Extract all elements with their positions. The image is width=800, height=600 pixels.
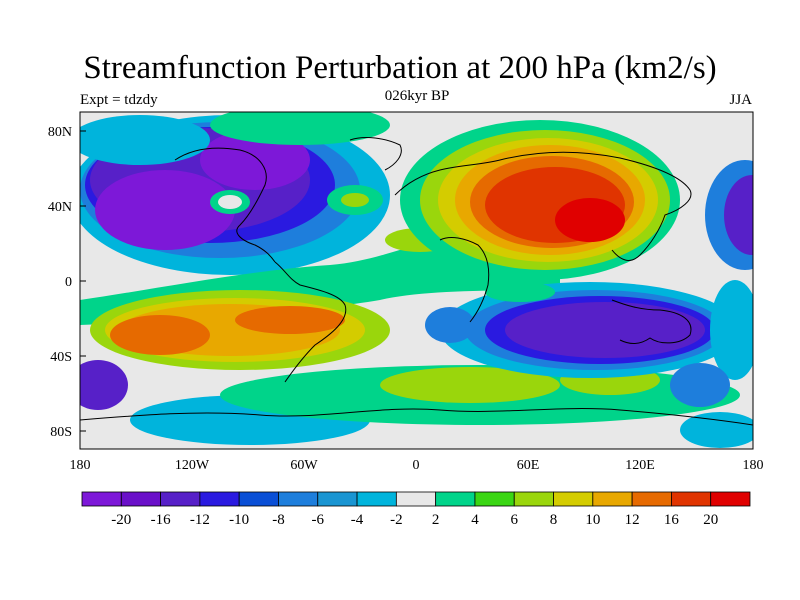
colorbar-label: -16: [151, 512, 171, 528]
colorbar-label: -10: [229, 512, 249, 528]
colorbar-swatch: [513, 491, 554, 507]
colorbar-label: 12: [625, 512, 640, 528]
colorbar-swatch: [592, 491, 633, 507]
colorbar-swatch: [238, 491, 279, 507]
lon-tick-label: 0: [413, 458, 420, 473]
lon-tick-label: 180: [70, 458, 91, 473]
colorbar-label: 6: [510, 512, 518, 528]
colorbar-label: -4: [351, 512, 364, 528]
colorbar-swatch: [671, 491, 712, 507]
colorbar-swatch: [317, 491, 358, 507]
lat-tick-label: 40N: [48, 200, 72, 215]
lon-tick-label: 60E: [517, 458, 540, 473]
colorbar-label: -8: [272, 512, 285, 528]
colorbar-swatch: [356, 491, 397, 507]
season-label: JJA: [729, 92, 752, 108]
colorbar-label: 10: [585, 512, 600, 528]
lat-axis: 80N 40N 0 40S 80S: [48, 125, 86, 440]
colorbar-swatch: [199, 491, 240, 507]
map-title: Streamfunction Perturbation at 200 hPa (…: [83, 50, 717, 86]
lon-tick-label: 180: [743, 458, 764, 473]
colorbar-label: 8: [550, 512, 558, 528]
lon-tick-label: 120W: [175, 458, 210, 473]
lat-tick-label: 40S: [50, 350, 72, 365]
colorbar-swatch: [553, 491, 594, 507]
colorbar-label: -6: [312, 512, 325, 528]
lon-tick-label: 120E: [625, 458, 655, 473]
period-label: 026kyr BP: [384, 88, 450, 104]
colorbar-swatch: [278, 491, 319, 507]
colorbar-swatch: [710, 491, 751, 507]
colorbar-swatch: [160, 491, 201, 507]
colorbar-label: -12: [190, 512, 210, 528]
colorbar-swatch: [435, 491, 476, 507]
experiment-label: Expt = tdzdy: [80, 92, 158, 108]
colorbar-label: 2: [432, 512, 440, 528]
lat-tick-label: 80N: [48, 125, 72, 140]
colorbar-label: 16: [664, 512, 680, 528]
colorbar-label: -2: [390, 512, 403, 528]
colorbar-swatch: [120, 491, 161, 507]
colorbar-swatch: [631, 491, 672, 507]
colorbar: -20 -16 -12 -10 -8 -6 -4 -2 2 4 6 8 10 12 16 20: [81, 491, 751, 528]
colorbar-swatch: [395, 491, 437, 507]
colorbar-swatch: [474, 491, 515, 507]
colorbar-label: -20: [111, 512, 131, 528]
lat-tick-label: 80S: [50, 425, 72, 440]
streamfunction-field: [80, 112, 753, 449]
lon-tick-label: 60W: [290, 458, 318, 473]
colorbar-swatch: [81, 491, 122, 507]
colorbar-label: 4: [471, 512, 479, 528]
colorbar-label: 20: [703, 512, 718, 528]
lon-axis: 180 120W 60W 0 60E 120E 180: [70, 458, 764, 473]
coastlines: [80, 137, 753, 426]
lat-tick-label: 0: [65, 275, 72, 290]
